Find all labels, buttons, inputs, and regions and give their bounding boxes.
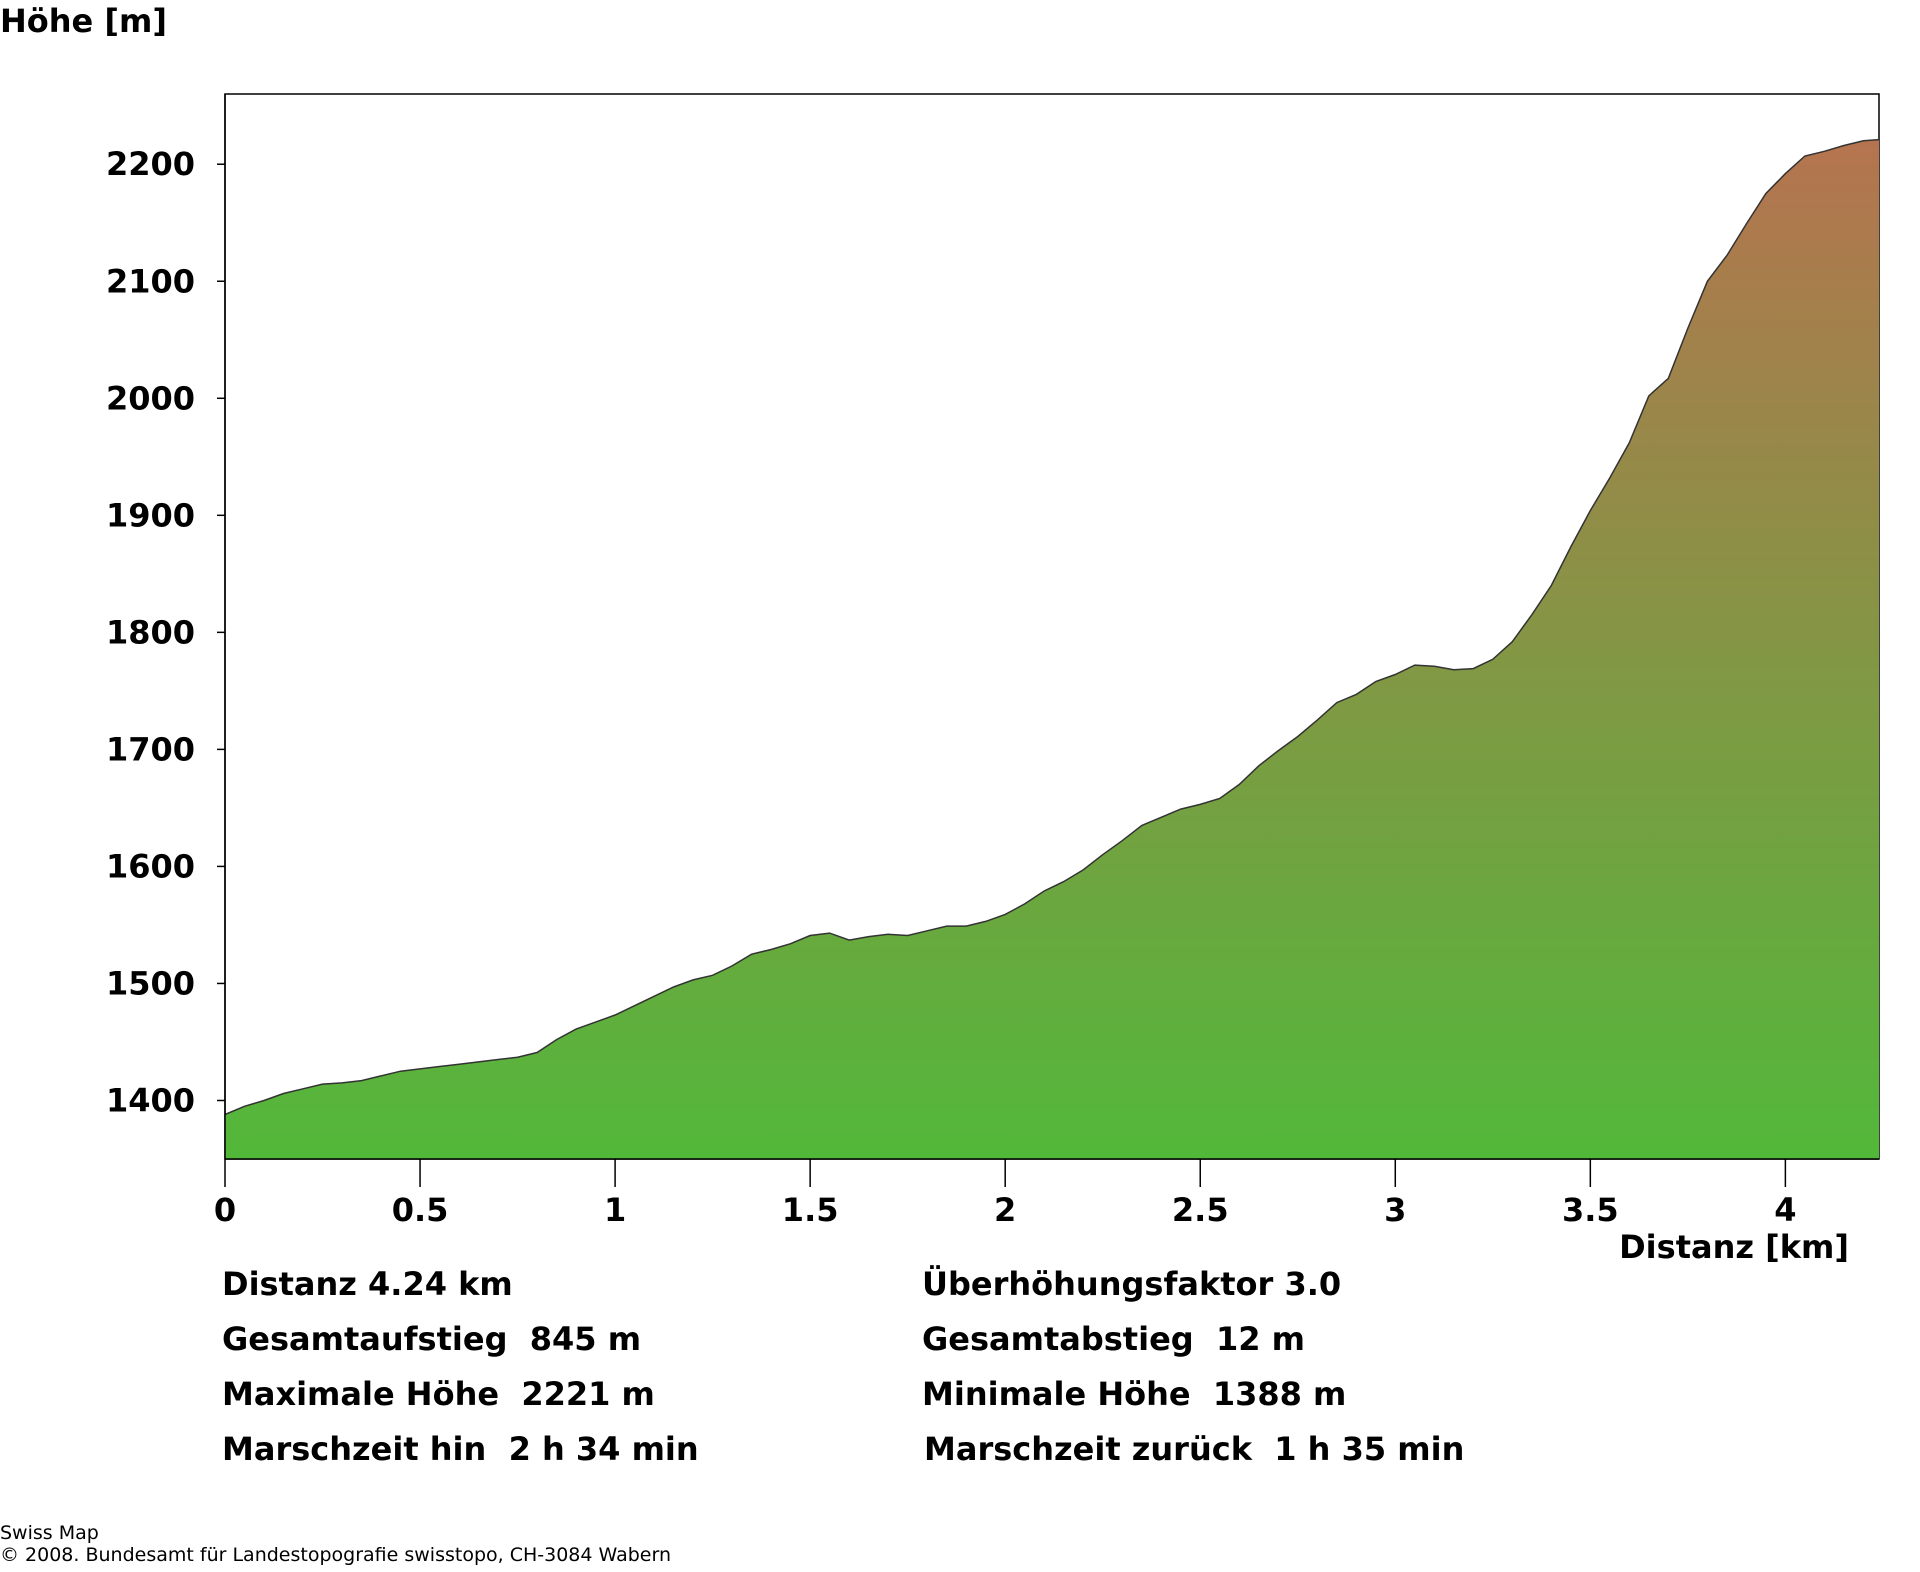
y-tick-label: 1700 (106, 730, 195, 768)
x-axis-ticks: 0 0.5 1 1.5 2 2.5 3 3.5 4 (214, 1159, 1797, 1229)
x-tick-label: 3 (1384, 1191, 1406, 1229)
stat-maximale-hoehe: Maximale Höhe 2221 m (222, 1375, 655, 1413)
x-tick-label: 2.5 (1172, 1191, 1229, 1229)
elevation-outline (224, 138, 1880, 1116)
y-tick-label: 1500 (106, 964, 195, 1002)
x-tick-label: 1.5 (782, 1191, 839, 1229)
y-axis-title: Höhe [m] (0, 2, 167, 40)
credit-swiss-map: Swiss Map (0, 1522, 99, 1544)
y-axis-ticks: 1400 1500 1600 1700 1800 1900 2000 2100 2200 (106, 145, 225, 1119)
x-tick-label: 0.5 (392, 1191, 449, 1229)
stat-marschzeit-hin: Marschzeit hin 2 h 34 min (222, 1430, 699, 1468)
stat-gesamtabstieg: Gesamtabstieg 12 m (922, 1320, 1305, 1358)
stat-marschzeit-zurueck: Marschzeit zurück 1 h 35 min (924, 1430, 1465, 1468)
y-tick-label: 1900 (106, 496, 195, 534)
credit-copyright: © 2008. Bundesamt für Landestopografie s… (0, 1544, 671, 1566)
x-tick-label: 1 (604, 1191, 626, 1229)
elevation-area (225, 139, 1879, 1160)
y-tick-label: 2200 (106, 145, 195, 183)
y-tick-label: 1800 (106, 613, 195, 651)
x-axis-title: Distanz [km] (1619, 1228, 1849, 1266)
stat-ueberhoehungsfaktor: Überhöhungsfaktor 3.0 (922, 1265, 1342, 1303)
x-tick-label: 4 (1774, 1191, 1796, 1229)
x-tick-label: 3.5 (1562, 1191, 1619, 1229)
stat-distanz: Distanz 4.24 km (222, 1265, 513, 1303)
y-tick-label: 2100 (106, 262, 195, 300)
y-tick-label: 2000 (106, 379, 195, 417)
y-tick-label: 1600 (106, 847, 195, 885)
y-tick-label: 1400 (106, 1081, 195, 1119)
x-tick-label: 0 (214, 1191, 236, 1229)
x-tick-label: 2 (994, 1191, 1016, 1229)
stat-gesamtaufstieg: Gesamtaufstieg 845 m (222, 1320, 642, 1358)
stat-minimale-hoehe: Minimale Höhe 1388 m (922, 1375, 1347, 1413)
